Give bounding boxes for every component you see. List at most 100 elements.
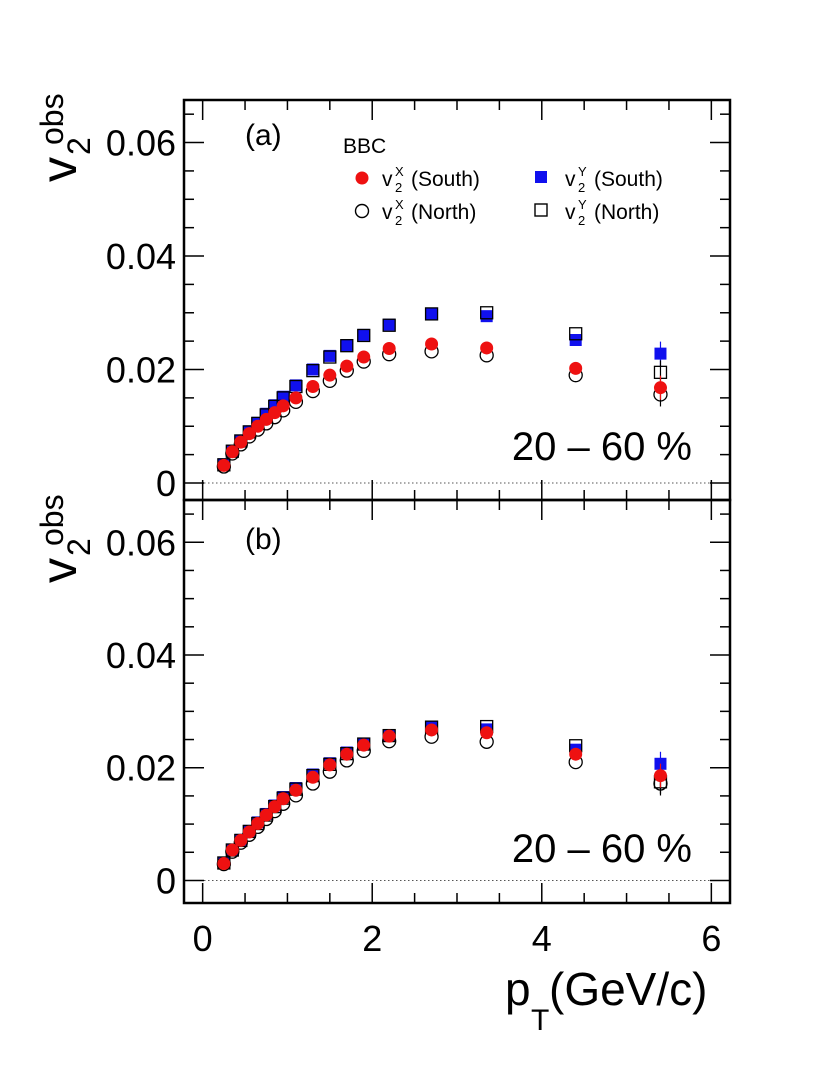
point-filled-circle	[480, 726, 494, 740]
point-filled-circle	[382, 729, 396, 743]
legend-entry-x-north: v 2 X (North)	[354, 197, 476, 228]
point-filled-circle	[323, 368, 337, 382]
point-filled-circle	[217, 857, 231, 871]
legend: BBC v 2 X (South) v 2 X (North) v 2 Y (S…	[343, 135, 663, 228]
point-filled-circle	[289, 391, 303, 405]
legend-marker-open-square	[534, 203, 548, 217]
point-filled-circle	[225, 445, 239, 459]
y-label-sub: 2	[61, 538, 97, 556]
x-label-main: p	[505, 963, 531, 1015]
point-filled-circle	[306, 770, 320, 784]
point-filled-circle	[323, 758, 337, 772]
point-filled-square	[425, 307, 438, 320]
legend-sym: v	[382, 168, 393, 191]
y-tick-label: 0.04	[106, 236, 176, 277]
point-filled-square	[306, 363, 319, 376]
point-filled-circle	[276, 399, 290, 413]
y-tick-label: 0.06	[106, 123, 176, 164]
y-axis-label-b: v 2 obs	[31, 494, 97, 583]
x-axis-title: p T (GeV/c)	[505, 963, 707, 1037]
point-open-square	[569, 327, 583, 341]
point-filled-circle	[569, 361, 583, 375]
legend-sym: v	[565, 168, 576, 191]
x-label-units: (GeV/c)	[549, 963, 707, 1015]
point-filled-square	[289, 379, 302, 392]
point-open-square	[382, 318, 396, 332]
point-filled-square	[357, 328, 370, 341]
y-label-main: v	[31, 157, 87, 182]
legend-label: (South)	[411, 168, 480, 191]
x-tick-label: 0	[193, 918, 213, 959]
y-tick-label: 0	[156, 463, 176, 504]
point-filled-circle	[340, 747, 354, 761]
point-filled-circle	[306, 380, 320, 394]
x-tick-label: 6	[701, 918, 721, 959]
panel-b: 0 0.02 0.04 0.06 0 2 4 6 (b) 20 – 60 %	[106, 498, 732, 959]
point-filled-circle	[357, 738, 371, 752]
point-filled-circle	[217, 458, 231, 472]
legend-sym-sub: 2	[578, 213, 585, 228]
legend-title: BBC	[343, 135, 386, 158]
y-label-main: v	[31, 558, 87, 583]
point-filled-circle	[569, 747, 583, 761]
legend-sym-sub: 2	[578, 180, 585, 195]
point-filled-square	[340, 339, 353, 352]
point-open-square	[424, 307, 439, 321]
y-label-sub: 2	[61, 137, 97, 155]
legend-sym: v	[565, 201, 576, 224]
point-open-square	[480, 306, 494, 320]
x-label-sub: T	[531, 1004, 549, 1037]
legend-label: (North)	[411, 201, 476, 224]
point-open-square	[340, 339, 354, 353]
point-filled-circle	[234, 833, 248, 847]
legend-sym: v	[382, 201, 393, 224]
point-filled-circle	[268, 800, 282, 814]
legend-label: (South)	[594, 168, 663, 191]
point-filled-square	[383, 318, 396, 331]
series-filled-circle	[217, 337, 667, 472]
point-filled-circle	[382, 342, 396, 356]
legend-label: (North)	[594, 201, 659, 224]
centrality-label: 20 – 60 %	[512, 827, 692, 871]
point-filled-circle	[425, 337, 439, 351]
legend-sym-sup: Y	[578, 197, 587, 212]
point-filled-circle	[234, 435, 248, 449]
legend-entry-y-south: v 2 Y (South)	[535, 164, 663, 195]
legend-marker-open-circle	[354, 203, 370, 219]
panel-label: (b)	[245, 523, 282, 556]
y-tick-label: 0	[156, 860, 176, 901]
x-tick-label: 2	[362, 918, 382, 959]
y-tick-label: 0.02	[106, 350, 176, 391]
point-filled-circle	[340, 359, 354, 373]
panel-label: (a)	[245, 119, 282, 152]
centrality-label: 20 – 60 %	[512, 425, 692, 469]
point-filled-square	[323, 349, 336, 362]
y-tick-label: 0.06	[106, 522, 176, 563]
point-open-square	[306, 363, 320, 378]
point-filled-circle	[425, 723, 439, 737]
legend-marker-filled-square	[535, 171, 547, 183]
y-tick-label: 0.02	[106, 748, 176, 789]
point-filled-circle	[480, 341, 494, 355]
legend-entry-y-north: v 2 Y (North)	[534, 197, 659, 228]
legend-sym-sup: X	[395, 197, 404, 212]
y-axis-label-a: v 2 obs	[31, 93, 97, 182]
point-open-square	[323, 350, 337, 364]
y-label-sup: obs	[34, 494, 70, 546]
legend-marker-filled-circle	[355, 171, 369, 185]
y-label-sup: obs	[34, 93, 70, 145]
legend-entry-x-south: v 2 X (South)	[355, 164, 480, 195]
series-filled-circle	[217, 723, 667, 871]
point-filled-circle	[242, 427, 256, 441]
x-tick-label: 4	[532, 918, 552, 959]
point-filled-circle	[225, 843, 239, 857]
point-filled-circle	[242, 825, 256, 839]
point-filled-square	[480, 310, 493, 323]
point-filled-circle	[259, 808, 273, 822]
legend-sym-sup: Y	[578, 164, 587, 179]
legend-sym-sub: 2	[395, 213, 402, 228]
y-tick-label: 0.04	[106, 635, 176, 676]
legend-sym-sup: X	[395, 164, 404, 179]
point-filled-circle	[289, 783, 303, 797]
